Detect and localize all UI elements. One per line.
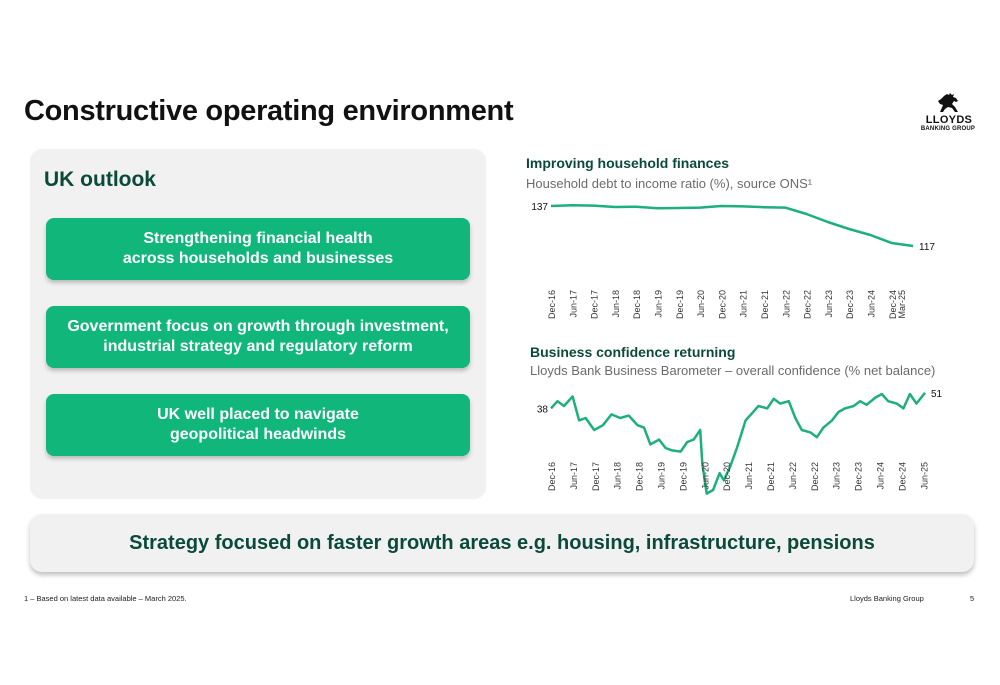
x-tick-label: Jun-17	[568, 290, 578, 318]
x-tick-label: Dec-22	[810, 462, 820, 491]
x-tick-label: Jun-19	[654, 290, 664, 318]
x-tick-label: Dec-17	[591, 462, 601, 491]
outlook-point: Strengthening financial health across ho…	[46, 218, 470, 280]
business-chart-title: Business confidence returning	[530, 344, 736, 360]
x-tick-label: Jun-18	[611, 290, 621, 318]
start-value-label: 38	[537, 404, 549, 415]
x-tick-label: Jun-20	[696, 290, 706, 318]
strategy-banner: Strategy focused on faster growth areas …	[30, 514, 974, 572]
x-tick-label: Jun-22	[788, 462, 798, 490]
series-line	[550, 203, 914, 248]
x-tick-label: Jun-21	[739, 290, 749, 318]
end-value-label: 51	[931, 389, 943, 400]
x-tick-label: Dec-17	[590, 290, 600, 319]
logo-subtitle: BANKING GROUP	[920, 126, 976, 132]
x-tick-label: Jun-17	[569, 462, 579, 490]
x-tick-label: Dec-19	[678, 462, 688, 491]
x-tick-label: Jun-24	[867, 290, 877, 318]
x-tick-label: Dec-18	[632, 290, 642, 319]
x-tick-label: Dec-24	[888, 290, 898, 319]
x-tick-label: Mar-25	[897, 290, 907, 319]
start-value-label: 137	[531, 202, 548, 213]
lloyds-logo: LLOYDS BANKING GROUP	[918, 92, 978, 138]
x-tick-label: Dec-23	[845, 290, 855, 319]
x-tick-label: Jun-19	[657, 462, 667, 490]
x-tick-label: Dec-16	[547, 462, 557, 491]
outlook-point: UK well placed to navigate geopolitical …	[46, 394, 470, 456]
x-tick-label: Jun-20	[700, 462, 710, 490]
series-line	[550, 392, 926, 495]
x-tick-label: Dec-23	[854, 462, 864, 491]
x-tick-label: Jun-25	[919, 462, 929, 490]
x-tick-label: Jun-22	[781, 290, 791, 318]
logo-wordmark: LLOYDS	[925, 114, 973, 126]
business-chart-subtitle: Lloyds Bank Business Barometer – overall…	[530, 363, 936, 378]
x-tick-label: Dec-21	[760, 290, 770, 319]
x-tick-label: Dec-16	[547, 290, 557, 319]
x-tick-label: Jun-18	[613, 462, 623, 490]
household-chart-title: Improving household finances	[526, 155, 730, 171]
footer-brand: Lloyds Banking Group	[850, 594, 924, 603]
outlook-point: Government focus on growth through inves…	[46, 306, 470, 368]
x-tick-label: Dec-21	[766, 462, 776, 491]
outlook-heading: UK outlook	[44, 168, 156, 191]
x-tick-label: Jun-24	[876, 462, 886, 490]
household-chart-subtitle: Household debt to income ratio (%), sour…	[526, 176, 813, 191]
black-horse-icon	[938, 93, 958, 112]
x-tick-label: Dec-20	[717, 290, 727, 319]
x-tick-label: Dec-19	[675, 290, 685, 319]
page-title: Constructive operating environment	[24, 95, 514, 127]
page-number: 5	[970, 594, 975, 603]
x-tick-label: Dec-24	[897, 462, 907, 491]
x-tick-label: Jun-23	[824, 290, 834, 318]
x-tick-label: Jun-21	[744, 462, 754, 490]
x-tick-label: Jun-23	[832, 462, 842, 490]
end-value-label: 117	[919, 242, 935, 253]
x-tick-label: Dec-20	[722, 462, 732, 491]
x-tick-label: Dec-18	[635, 462, 645, 491]
x-tick-label: Dec-22	[803, 290, 813, 319]
footnote: 1 – Based on latest data available – Mar…	[24, 594, 187, 603]
